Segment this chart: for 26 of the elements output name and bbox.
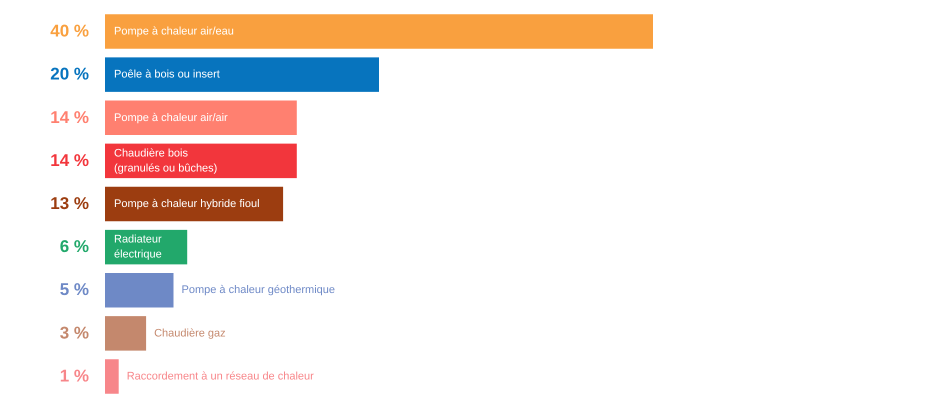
y-tick-label: Chaudière bois (granulés ou bûches) [114,147,218,174]
bar [105,359,119,394]
bar [105,144,297,178]
y-tick-label: Pompe à chaleur géothermique [182,284,335,296]
y-tick-label: Pompe à chaleur hybride fioul [114,198,260,210]
bar [105,316,146,351]
bar [105,14,653,49]
y-tick-label: Radiateur électrique [114,234,162,261]
data-label: 40 % [50,22,89,41]
bar [105,272,174,308]
y-tick-label: Pompe à chaleur air/eau [114,26,234,38]
data-label: 20 % [50,64,89,84]
bar [105,100,297,136]
data-label: 3 % [60,323,89,342]
y-tick-label: Raccordement à un réseau de chaleur [126,370,314,382]
data-label: 5 % [60,280,89,300]
data-label: 14 % [50,108,89,127]
data-label: 6 % [60,237,89,256]
y-tick-label: Chaudière gaz [154,327,226,340]
data-label: 14 % [50,150,89,170]
y-tick-label: Poêle à bois ou insert [114,68,220,81]
data-label: 1 % [60,366,89,386]
y-tick-label: Pompe à chaleur air/air [114,112,228,124]
data-label: 13 % [50,194,89,213]
bar [105,57,379,92]
bar [105,186,284,222]
